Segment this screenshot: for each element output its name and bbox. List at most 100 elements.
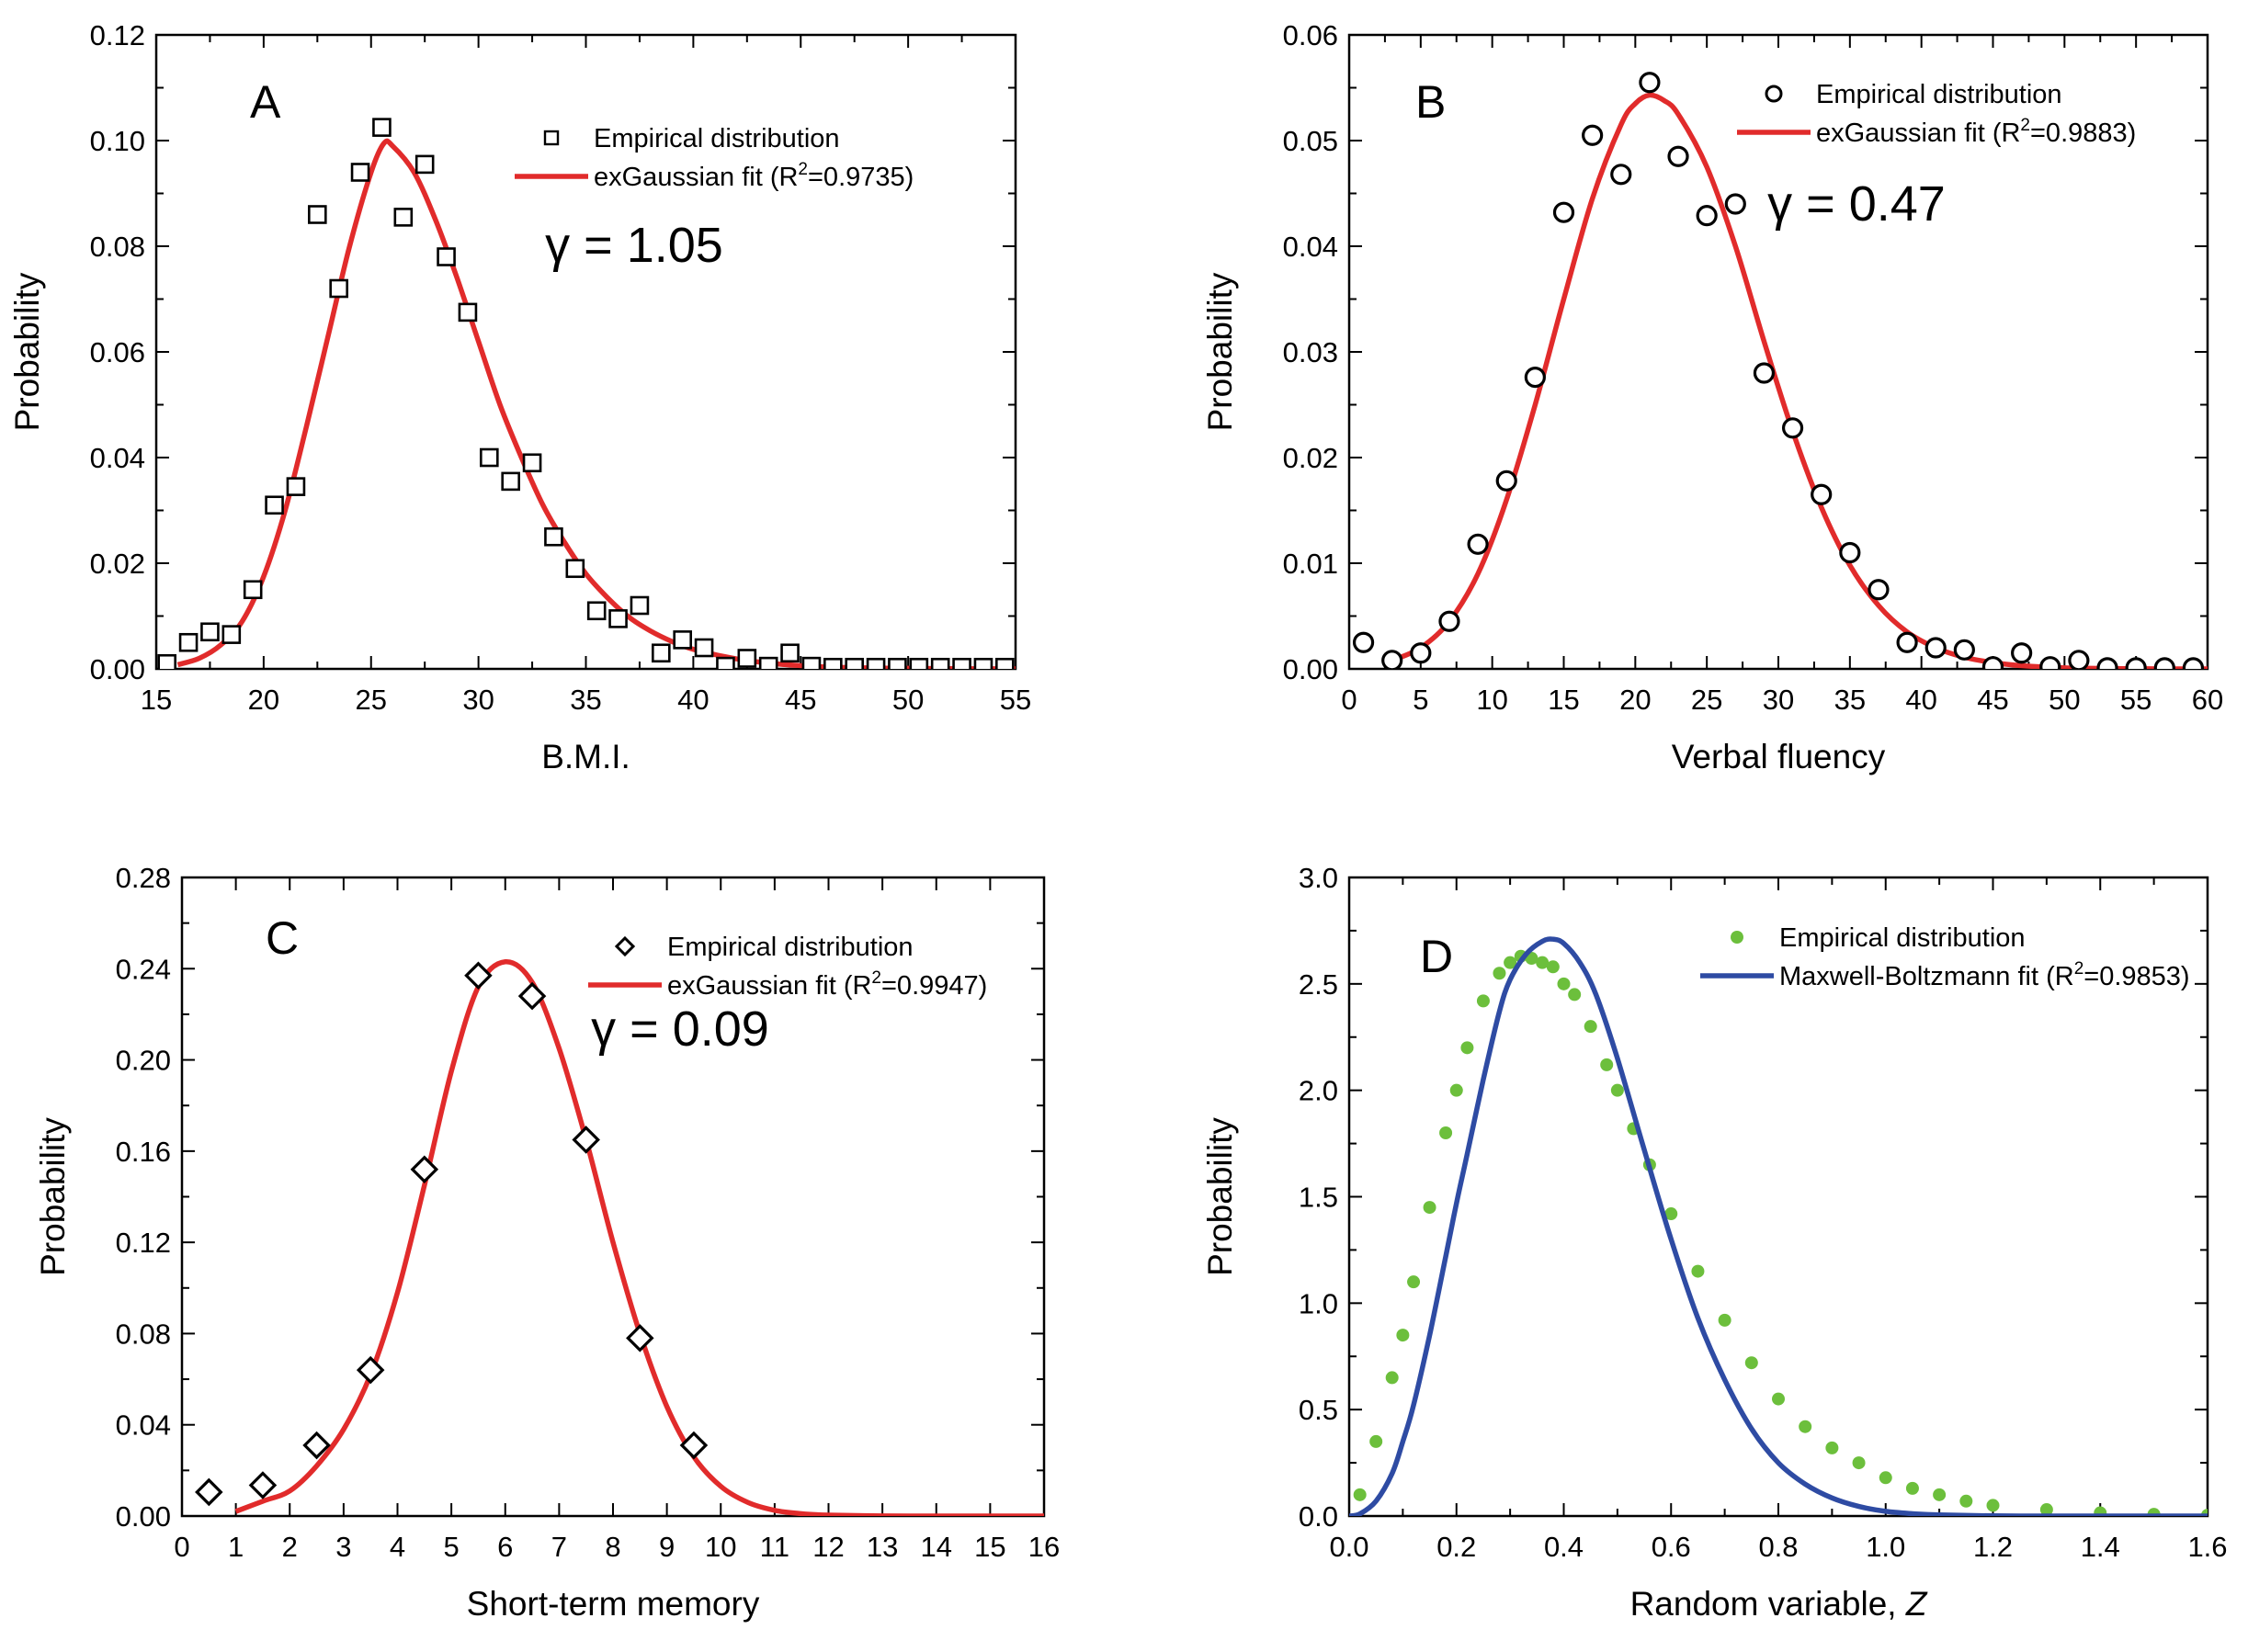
x-tick-label: 25 (356, 684, 387, 716)
y-tick-label: 0.00 (90, 653, 145, 685)
data-point (1600, 1058, 1614, 1071)
x-tick-label: 10 (1476, 684, 1507, 716)
data-point (414, 154, 435, 175)
data-point (1664, 1207, 1678, 1221)
data-point (195, 1477, 223, 1507)
y-tick-label: 0.08 (90, 231, 145, 263)
data-point (1825, 1441, 1839, 1454)
data-point (630, 595, 650, 616)
x-tick-label: 1 (228, 1531, 244, 1563)
data-point (1495, 470, 1517, 492)
empirical-markers (1353, 949, 2208, 1516)
data-point (480, 447, 499, 468)
panel-a: 15 20 25 30 35 40 45 50 55 0.00 0.02 0.04 0.06 0.08 0.… (8, 19, 1031, 775)
panel-label: B (1415, 76, 1446, 128)
data-point (1493, 967, 1506, 980)
x-tick-label: 60 (2192, 684, 2223, 716)
data-point (2153, 657, 2175, 669)
x-axis-label-text: Verbal fluency (1672, 738, 1886, 775)
y-tick-label: 0.03 (1283, 336, 1338, 368)
data-point (517, 981, 547, 1011)
x-tick-label: 0.8 (1758, 1531, 1798, 1563)
legend-label-empirical: Empirical distribution (1779, 923, 2026, 953)
data-point (1811, 483, 1833, 505)
data-point (265, 495, 284, 515)
data-point (1610, 1083, 1624, 1097)
x-tick-label: 50 (2049, 684, 2080, 716)
legend-fit-prefix: exGaussian fit (R (667, 971, 871, 1001)
y-tick-label: 0.04 (1283, 231, 1338, 263)
x-tick-label: 9 (659, 1531, 675, 1563)
x-tick-label: 40 (1905, 684, 1936, 716)
data-point (866, 657, 886, 669)
legend: Empirical distribution exGaussian fit (R2… (515, 124, 914, 192)
data-point (393, 208, 414, 227)
legend-fit-suffix: =0.9883) (2030, 119, 2136, 148)
data-point (1396, 1329, 1410, 1342)
legend-label-empirical: Empirical distribution (1816, 80, 2062, 109)
data-point (2011, 642, 2033, 664)
data-point (501, 471, 520, 492)
data-point (694, 638, 714, 658)
data-point (930, 657, 950, 669)
data-point (673, 630, 692, 650)
x-tick-label: 40 (677, 684, 709, 716)
data-point (1905, 1481, 1919, 1495)
x-tick-label: 10 (705, 1531, 736, 1563)
x-tick-label: 14 (921, 1531, 952, 1563)
data-point (1691, 1264, 1705, 1278)
legend-fit-suffix: =0.9735) (808, 163, 914, 192)
data-point (1924, 637, 1947, 659)
legend-label-fit: exGaussian fit (R2=0.9947) (667, 968, 987, 1001)
x-tick-label: 4 (390, 1531, 405, 1563)
x-tick-label: 30 (1763, 684, 1794, 716)
x-tick-label: 15 (141, 684, 172, 716)
data-point (458, 302, 478, 322)
x-axis-label-text: Short-term memory (467, 1585, 760, 1623)
data-point (995, 657, 1015, 669)
x-axis-label-var: Z (1905, 1585, 1928, 1623)
y-tick-label: 0.5 (1299, 1394, 1338, 1426)
data-point (1582, 124, 1604, 146)
x-tick-label: 5 (1413, 684, 1428, 716)
data-point (464, 961, 493, 990)
empirical-markers (1352, 72, 2205, 669)
x-tick-label: 13 (867, 1531, 898, 1563)
data-point (1385, 1371, 1399, 1385)
y-tick-label: 0.04 (90, 442, 145, 474)
legend-label-fit: exGaussian fit (R2=0.9735) (594, 160, 914, 192)
data-point (157, 653, 176, 669)
data-point (565, 559, 585, 579)
data-point (302, 1431, 331, 1460)
data-point (608, 609, 628, 628)
data-point (2039, 656, 2061, 669)
data-point (1718, 1313, 1731, 1327)
data-point (2039, 1503, 2053, 1516)
data-point (356, 1355, 385, 1385)
y-tick-label: 2.0 (1299, 1075, 1338, 1107)
data-point (1407, 1275, 1421, 1289)
data-point (2096, 657, 2118, 669)
legend-fit-superscript: 2 (798, 160, 808, 179)
x-axis-label: Short-term memory (467, 1585, 760, 1623)
x-tick-label: 45 (1977, 684, 2008, 716)
data-point (1781, 417, 1804, 439)
y-tick-label: 0.04 (116, 1409, 171, 1442)
data-point (1953, 639, 1975, 661)
x-tick-label: 35 (570, 684, 601, 716)
x-tick-label: 12 (812, 1531, 844, 1563)
data-point (248, 1471, 278, 1499)
legend: Empirical distribution exGaussian fit (R2… (588, 933, 987, 1001)
y-axis-label: Probability (1201, 1117, 1239, 1276)
data-point (437, 247, 456, 266)
legend-fit-superscript: 2 (2020, 116, 2030, 135)
data-point (716, 656, 735, 669)
data-point (1744, 1356, 1758, 1370)
y-tick-label: 0.06 (90, 336, 145, 368)
x-tick-label: 55 (2120, 684, 2151, 716)
y-tick-label: 1.0 (1299, 1287, 1338, 1319)
data-point (1772, 1392, 1785, 1406)
data-point (1852, 1456, 1866, 1470)
data-point (845, 657, 864, 669)
data-point (652, 643, 671, 663)
